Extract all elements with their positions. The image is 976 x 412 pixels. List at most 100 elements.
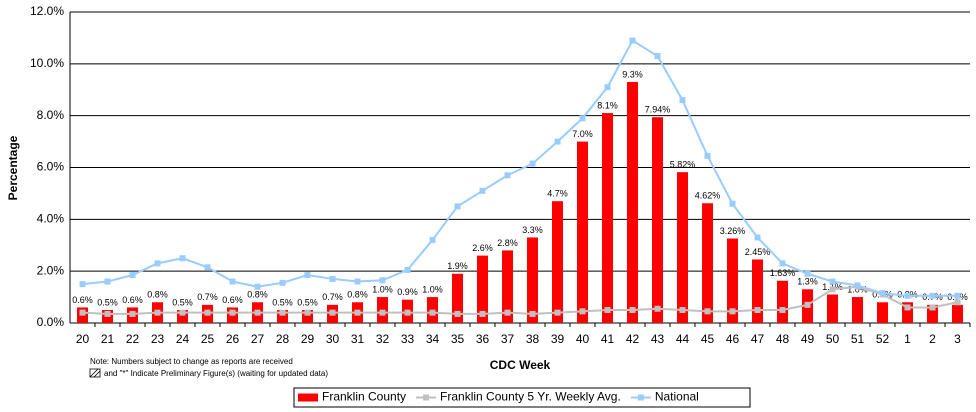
marker <box>554 138 561 145</box>
marker <box>504 309 511 316</box>
marker <box>729 200 736 207</box>
data-label: 0.7% <box>322 292 343 302</box>
data-label: 0.8% <box>147 290 168 300</box>
marker <box>279 309 286 316</box>
marker <box>254 309 261 316</box>
marker <box>229 278 236 285</box>
y-tick-label: 6.0% <box>37 160 65 174</box>
y-tick-label: 4.0% <box>37 212 65 226</box>
data-label: 9.3% <box>622 69 643 79</box>
bar <box>452 273 463 323</box>
marker <box>129 310 136 317</box>
bar <box>302 310 313 323</box>
data-label: 4.62% <box>695 191 721 201</box>
data-label: 4.7% <box>547 189 568 199</box>
bar <box>502 250 513 323</box>
bar <box>677 172 688 323</box>
data-label: 1.0% <box>372 284 393 294</box>
marker <box>104 310 111 317</box>
marker <box>454 310 461 317</box>
data-label: 2.45% <box>745 247 771 257</box>
marker <box>604 307 611 314</box>
y-tick-label: 8.0% <box>37 108 65 122</box>
legend-label: Franklin County <box>322 390 406 404</box>
legend-label: National <box>655 390 699 404</box>
x-tick-label: 27 <box>251 332 265 346</box>
marker <box>779 307 786 314</box>
legend-box <box>293 387 751 408</box>
marker <box>679 307 686 314</box>
marker <box>604 84 611 91</box>
x-tick-label: 31 <box>351 332 365 346</box>
marker <box>829 278 836 285</box>
y-axis-title: Percentage <box>6 135 20 200</box>
data-label: 3.3% <box>522 225 543 235</box>
x-tick-label: 22 <box>126 332 140 346</box>
data-label: 0.5% <box>297 297 318 307</box>
x-tick-label: 21 <box>101 332 115 346</box>
x-tick-label: 47 <box>751 332 765 346</box>
data-label: 0.9% <box>397 287 418 297</box>
x-tick-label: 2 <box>929 332 936 346</box>
data-label: 7.0% <box>572 129 593 139</box>
marker <box>304 309 311 316</box>
x-tick-label: 37 <box>501 332 515 346</box>
marker <box>104 278 111 285</box>
marker <box>229 309 236 316</box>
marker <box>679 97 686 104</box>
x-tick-label: 32 <box>376 332 390 346</box>
bar <box>902 302 913 323</box>
marker <box>729 308 736 315</box>
marker <box>79 281 86 288</box>
x-tick-label: 50 <box>826 332 840 346</box>
bar <box>177 310 188 323</box>
data-label: 2.8% <box>497 238 518 248</box>
marker <box>204 309 211 316</box>
bar <box>652 117 663 323</box>
marker <box>404 309 411 316</box>
data-label: 2.6% <box>472 243 493 253</box>
marker <box>204 264 211 271</box>
data-label: 0.6% <box>72 295 93 305</box>
marker <box>154 260 161 267</box>
x-tick-label: 44 <box>676 332 690 346</box>
legend-swatch <box>637 394 644 401</box>
marker <box>579 308 586 315</box>
marker <box>629 307 636 314</box>
data-label: 1.3% <box>797 277 818 287</box>
y-tick-label: 12.0% <box>30 4 64 18</box>
marker <box>779 260 786 267</box>
bar <box>602 113 613 323</box>
marker <box>529 160 536 167</box>
marker <box>704 308 711 315</box>
data-label: 1.0% <box>422 284 443 294</box>
x-tick-label: 24 <box>176 332 190 346</box>
marker <box>479 310 486 317</box>
marker <box>804 301 811 308</box>
bar <box>577 141 588 323</box>
note: Note: Numbers subject to change as repor… <box>90 357 293 366</box>
bar <box>927 304 938 323</box>
y-tick-label: 2.0% <box>37 263 65 277</box>
x-tick-label: 45 <box>701 332 715 346</box>
data-label: 1.63% <box>770 268 796 278</box>
data-label: 5.82% <box>670 160 696 170</box>
data-label: 0.5% <box>172 297 193 307</box>
marker <box>304 272 311 279</box>
hatch-icon <box>89 368 101 378</box>
bar <box>852 297 863 323</box>
x-tick-label: 28 <box>276 332 290 346</box>
marker <box>904 292 911 299</box>
x-tick-label: 49 <box>801 332 815 346</box>
marker <box>404 266 411 273</box>
marker <box>454 203 461 210</box>
marker <box>254 283 261 290</box>
marker <box>854 282 861 289</box>
bar <box>727 238 738 323</box>
bar <box>527 237 538 323</box>
marker <box>354 309 361 316</box>
x-tick-label: 41 <box>601 332 615 346</box>
marker <box>504 172 511 179</box>
marker <box>329 275 336 282</box>
x-axis-title: CDC Week <box>490 358 551 372</box>
